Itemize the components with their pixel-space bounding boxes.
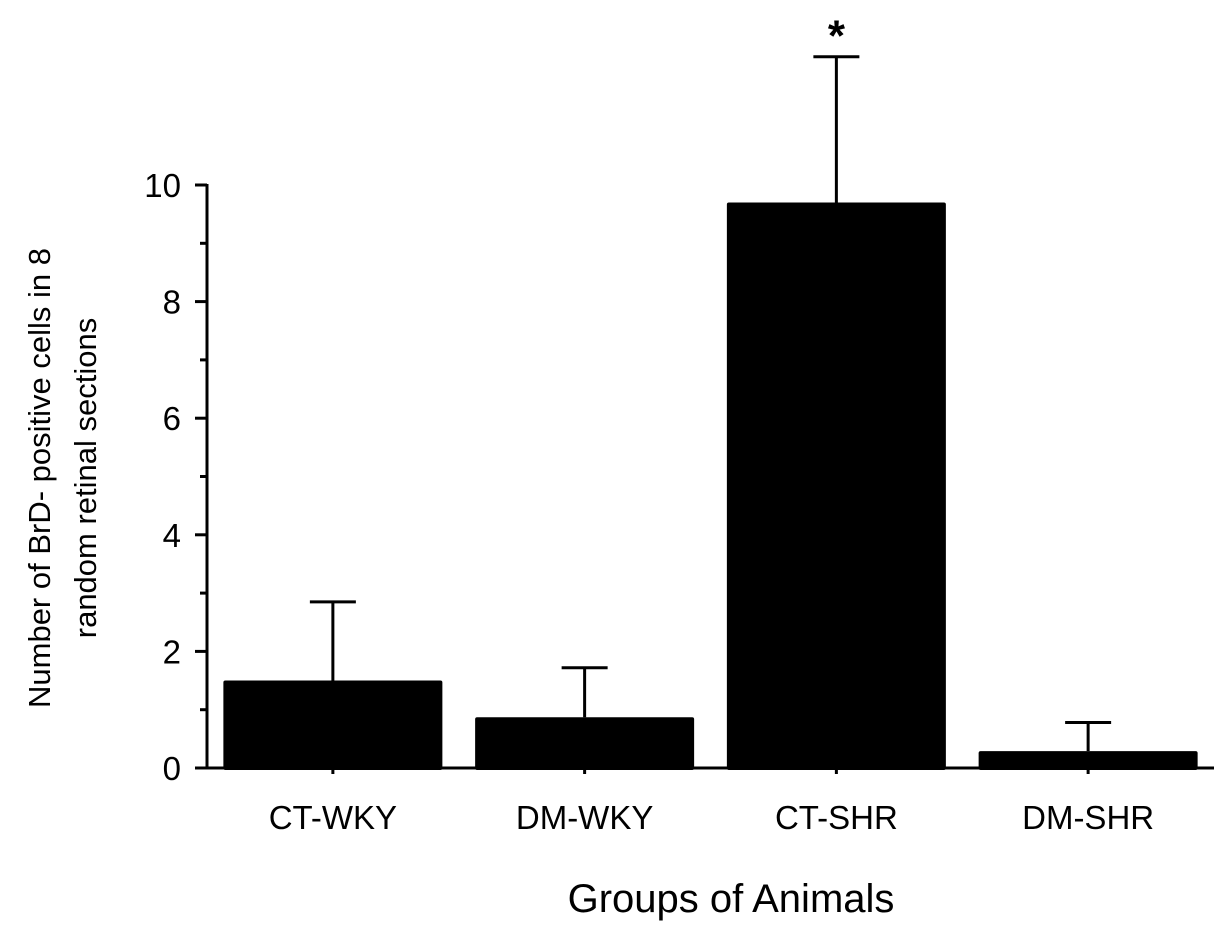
y-tick-label: 10 bbox=[144, 167, 181, 204]
bar-dm-wky bbox=[475, 717, 695, 770]
y-tick-label: 2 bbox=[163, 633, 181, 670]
bar-dm-shr bbox=[978, 751, 1198, 770]
x-axis-title: Groups of Animals bbox=[568, 877, 895, 921]
significance-marker: * bbox=[828, 12, 846, 61]
x-tick-label: CT-SHR bbox=[775, 799, 898, 836]
y-axis-title: Number of BrD- positive cells in 8 rando… bbox=[22, 248, 103, 708]
y-tick-label: 4 bbox=[163, 517, 181, 554]
bar-ct-shr bbox=[726, 202, 946, 771]
bar-ct-wky bbox=[223, 680, 443, 770]
y-tick-label: 8 bbox=[163, 284, 181, 321]
y-axis-title-line-1: Number of BrD- positive cells in 8 bbox=[22, 248, 57, 708]
y-tick-label: 6 bbox=[163, 400, 181, 437]
x-tick-label: CT-WKY bbox=[269, 799, 397, 836]
y-tick-label: 0 bbox=[163, 750, 181, 787]
x-tick-label: DM-WKY bbox=[516, 799, 653, 836]
x-tick-label: DM-SHR bbox=[1022, 799, 1154, 836]
y-axis-title-line-2: random retinal sections bbox=[68, 318, 103, 639]
